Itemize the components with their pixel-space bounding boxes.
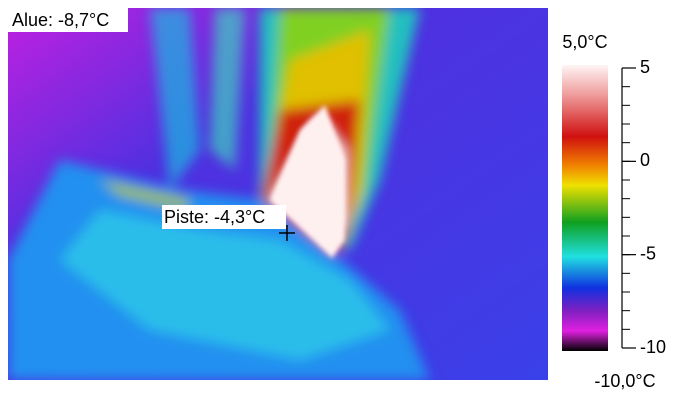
page: Alue: -8,7°C Piste: -4,3°C 5,0°C -10,0°C… <box>0 0 689 412</box>
thermal-view: Alue: -8,7°C Piste: -4,3°C 5,0°C -10,0°C… <box>0 0 689 407</box>
area-label: Alue: -8,7°C <box>12 10 109 30</box>
spot-label: Piste: -4,3°C <box>164 207 265 227</box>
thermal-image <box>8 8 548 380</box>
tick-label: -5 <box>640 243 656 263</box>
scale-min-label: -10,0°C <box>594 371 655 391</box>
scale-max-label: 5,0°C <box>562 32 607 52</box>
tick-label: 0 <box>640 150 650 170</box>
tick-label: -10 <box>640 337 666 357</box>
tick-label: 5 <box>640 57 650 77</box>
color-bar <box>562 65 608 351</box>
